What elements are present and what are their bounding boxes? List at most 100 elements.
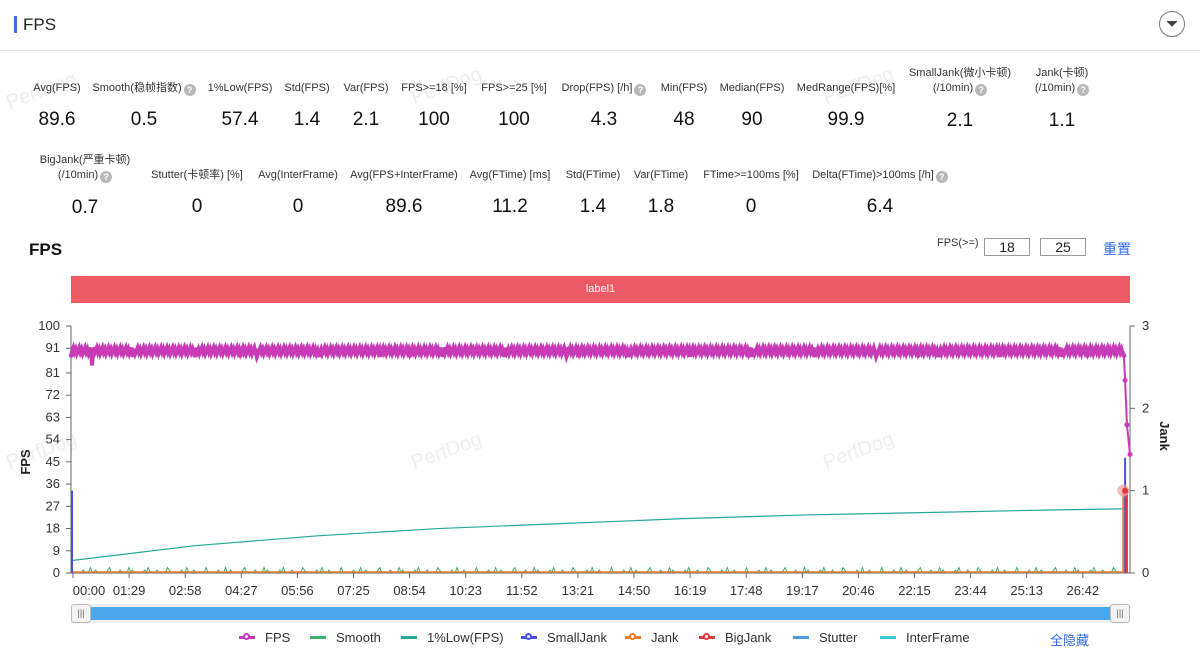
metric-label-unit: (/10min)? xyxy=(15,168,155,183)
slider-right-handle[interactable]: ||| xyxy=(1110,604,1130,623)
fps-point xyxy=(1026,348,1032,353)
fps-point xyxy=(156,350,161,355)
fps-point xyxy=(1108,346,1114,352)
help-icon[interactable]: ? xyxy=(634,84,647,96)
help-icon[interactable]: ? xyxy=(975,84,988,96)
x-tick-label: 19:17 xyxy=(786,583,819,598)
fps-point xyxy=(915,353,921,358)
fps-threshold-input-1[interactable]: 18 xyxy=(984,238,1030,256)
legend-item[interactable]: InterFrame xyxy=(880,630,970,645)
fps-point xyxy=(600,346,605,352)
metric-r1-2: 1%Low(FPS) 57.4 xyxy=(170,81,310,131)
fps-point xyxy=(162,346,167,352)
fps-point xyxy=(588,348,594,353)
fps-point xyxy=(1127,451,1133,457)
metric-r1-7: Drop(FPS) [/h]? 4.3 xyxy=(534,81,674,131)
help-icon[interactable]: ? xyxy=(100,171,113,183)
label-band[interactable]: label1 xyxy=(71,276,1130,303)
fps-point xyxy=(542,350,547,355)
fps-point xyxy=(360,348,366,353)
legend-item[interactable]: FPS xyxy=(239,630,290,645)
fps-point xyxy=(86,350,91,355)
fps-point xyxy=(489,350,494,355)
fps-point xyxy=(436,350,442,355)
metric-r1-5: FPS>=18 [%] 100 xyxy=(364,81,504,131)
metric-value: 1.4 xyxy=(579,196,607,217)
fps-point xyxy=(471,350,477,355)
legend-label: FPS xyxy=(265,630,291,645)
metric-label: 1%Low(FPS) xyxy=(207,82,273,94)
fps-point xyxy=(886,348,892,353)
fps-point xyxy=(734,350,740,355)
y-tick-label: 9 xyxy=(53,543,60,558)
metric-label: Drop(FPS) [/h]? xyxy=(534,81,674,96)
slider-left-handle[interactable]: ||| xyxy=(71,604,91,623)
help-icon[interactable]: ? xyxy=(1077,84,1090,96)
fps-point xyxy=(869,348,874,353)
legend-item[interactable]: Stutter xyxy=(793,630,857,645)
fps-point xyxy=(279,350,284,355)
metric-value: 1.1 xyxy=(1048,110,1076,131)
fps-point xyxy=(185,348,191,353)
fps-point xyxy=(314,350,319,355)
fps-point xyxy=(717,350,722,355)
fps-point xyxy=(822,350,827,355)
fps-threshold-label: FPS(>=) xyxy=(937,237,979,249)
x-tick-label: 22:15 xyxy=(898,583,931,598)
fps-point xyxy=(68,353,74,358)
metric-value: 99.9 xyxy=(827,109,865,130)
help-icon[interactable]: ? xyxy=(183,84,196,96)
legend-label: Jank xyxy=(651,630,679,645)
fps-point xyxy=(98,348,103,353)
fps-point xyxy=(232,346,237,352)
metric-r2-4: Avg(FTime) [ms] 11.2 xyxy=(440,168,580,218)
legend-item[interactable]: BigJank xyxy=(699,630,771,645)
fps-point xyxy=(103,350,109,355)
fps-point xyxy=(956,348,962,353)
y-tick-label: 91 xyxy=(46,340,60,355)
metric-r2-3: Avg(FPS+InterFrame) 89.6 xyxy=(334,168,474,218)
collapse-button[interactable] xyxy=(1159,11,1185,37)
fps-threshold-input-2[interactable]: 25 xyxy=(1040,238,1086,256)
fps-point xyxy=(1085,353,1090,358)
x-tick-label: 16:19 xyxy=(674,583,707,598)
metric-value: 0 xyxy=(292,196,304,217)
metric-value: 57.4 xyxy=(221,109,259,130)
fps-point xyxy=(1073,346,1079,352)
fps-point xyxy=(395,348,401,353)
legend-item[interactable]: SmallJank xyxy=(521,630,607,645)
hide-all-button[interactable]: 全隐藏 xyxy=(1050,633,1090,648)
fps-point xyxy=(921,348,927,353)
legend-label: SmallJank xyxy=(547,630,607,645)
title-accent-bar xyxy=(14,16,17,33)
fps-point xyxy=(559,350,564,355)
time-range-slider[interactable]: ||| ||| xyxy=(71,604,1130,623)
fps-point xyxy=(1121,353,1127,359)
section-title: FPS xyxy=(23,15,57,34)
y-tick-label: 81 xyxy=(46,365,60,380)
fps-point xyxy=(1038,346,1044,352)
metric-r1-10: MedRange(FPS)[%] 99.9 xyxy=(776,81,916,131)
series-1low-line xyxy=(70,508,1127,562)
metric-label: FPS>=25 [%] xyxy=(481,82,547,94)
metric-value: 11.2 xyxy=(492,196,528,217)
legend-item[interactable]: 1%Low(FPS) xyxy=(401,630,504,645)
legend-swatch xyxy=(401,636,417,639)
help-icon[interactable]: ? xyxy=(935,171,948,183)
fps-point xyxy=(220,348,226,353)
metric-label: Min(FPS) xyxy=(660,82,708,94)
metric-value: 89.6 xyxy=(38,109,76,130)
metric-label: SmallJank(微小卡顿) xyxy=(908,67,1012,79)
metric-label: Avg(FPS) xyxy=(33,82,81,94)
legend-item[interactable]: Jank xyxy=(625,630,678,645)
legend-item[interactable]: Smooth xyxy=(310,630,381,645)
fps-point xyxy=(349,350,354,355)
fps-point xyxy=(80,348,85,353)
fps-point xyxy=(612,350,617,355)
fps-point xyxy=(407,353,413,358)
metric-label: Var(FTime) xyxy=(633,169,689,181)
fps-point xyxy=(325,348,331,353)
reset-button[interactable]: 重置 xyxy=(1103,241,1131,257)
fps-point xyxy=(442,346,448,352)
fps-point xyxy=(764,348,769,353)
